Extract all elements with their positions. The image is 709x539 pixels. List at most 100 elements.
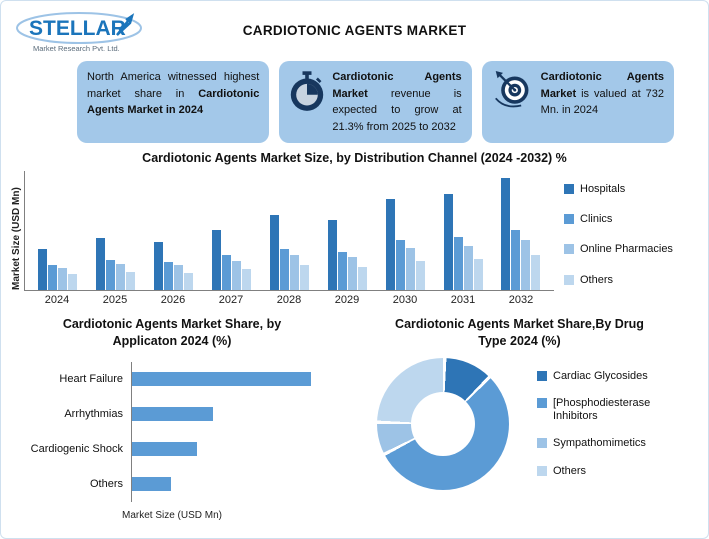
- bar-hospitals-2025: [96, 237, 106, 290]
- x-label-2027: 2027: [218, 294, 244, 306]
- bar-others-2030: [415, 260, 425, 290]
- application-chart-section: Cardiotonic Agents Market Share, by Appl…: [7, 316, 337, 521]
- bar-others-2024: [68, 274, 78, 290]
- bar-hospitals-2029: [327, 220, 337, 290]
- drugtype-chart-title: Cardiotonic Agents Market Share,By Drug …: [395, 317, 644, 348]
- distribution-chart-section: Cardiotonic Agents Market Size, by Distr…: [7, 151, 702, 306]
- legend-label-phosphodiesterase-inhibitors: [Phosphodiesterase Inhibitors: [553, 396, 651, 423]
- bar-others-2029: [357, 267, 367, 290]
- bar-clinics-2031: [453, 236, 463, 290]
- bar-online-pharmacies-2024: [58, 268, 68, 290]
- legend-item-clinics: Clinics: [564, 213, 696, 226]
- bar-group-2032: [501, 171, 541, 290]
- legend-swatch-sympathomimetics: [537, 438, 547, 449]
- highlight-text: North America witnessed highest market s…: [87, 69, 259, 119]
- legend-swatch-others: [537, 465, 547, 476]
- bar-hospitals-2027: [212, 229, 222, 290]
- legend-item-others: Others: [537, 465, 697, 478]
- stopwatch-icon: [289, 71, 325, 119]
- bar-clinics-2026: [164, 261, 174, 290]
- application-x-axis-label: Market Size (USD Mn): [121, 509, 222, 521]
- stellar-logo-graphic: STELLAR Market Research Pvt. Ltd.: [16, 12, 142, 53]
- legend-label-hospitals: Hospitals: [580, 183, 626, 195]
- hbar-heart-failure: [132, 372, 311, 387]
- highlight-text: Cardiotonic Agents Market is valued at 7…: [541, 69, 664, 119]
- legend-swatch-clinics: [564, 214, 574, 225]
- legend-item-cardiac-glycosides: Cardiac Glycosides: [537, 370, 697, 383]
- x-label-2028: 2028: [276, 294, 302, 306]
- bar-others-2032: [531, 255, 541, 290]
- legend-label-clinics: Clinics: [580, 213, 613, 226]
- legend-swatch-online-pharmacies: [564, 244, 574, 255]
- bar-online-pharmacies-2028: [289, 255, 299, 290]
- bar-hospitals-2028: [269, 214, 279, 290]
- hbar-label-cardiogenic-shock: Cardiogenic Shock: [30, 443, 123, 456]
- legend-swatch-hospitals: [564, 184, 574, 194]
- legend-swatch-phosphodiesterase-inhibitors: [537, 397, 547, 408]
- legend-swatch-others: [564, 274, 574, 285]
- highlight-value: Cardiotonic Agents Market is valued at 7…: [481, 61, 674, 143]
- hbar-row-others: Others: [13, 466, 327, 502]
- hbar-cardiogenic-shock: [132, 442, 197, 457]
- bar-group-2030: [385, 171, 425, 290]
- x-label-2029: 2029: [334, 294, 360, 306]
- x-label-2025: 2025: [102, 294, 128, 306]
- distribution-chart-title: Cardiotonic Agents Market Size, by Distr…: [142, 151, 567, 165]
- bar-clinics-2030: [395, 239, 405, 290]
- logo-arrow-icon: [116, 13, 135, 36]
- bar-online-pharmacies-2031: [463, 246, 473, 290]
- highlight-text-bold: Cardiotonic Agents Market: [332, 71, 462, 100]
- header: STELLAR Market Research Pvt. Ltd. CARDIO…: [7, 5, 702, 57]
- bar-hospitals-2026: [154, 241, 164, 290]
- hbar-row-heart-failure: Heart Failure: [13, 361, 327, 397]
- legend-item-phosphodiesterase-inhibitors: [Phosphodiesterase Inhibitors: [537, 397, 697, 423]
- hbar-arrhythmias: [132, 407, 214, 422]
- bar-hospitals-2031: [443, 193, 453, 290]
- drugtype-donut: [377, 357, 509, 490]
- highlight-text-normal: revenue is expected to grow at 21.3% fro…: [332, 87, 462, 133]
- hbar-label-heart-failure: Heart Failure: [59, 373, 123, 386]
- distribution-x-labels: 2024 2025 2026 2027 2028 2029 2030 2031 2032: [24, 291, 554, 306]
- bar-others-2025: [126, 271, 136, 290]
- bar-others-2031: [473, 258, 483, 290]
- legend-label-sympathomimetics: Sympathomimetics: [553, 437, 646, 450]
- bar-clinics-2029: [337, 251, 347, 290]
- logo-ellipse: [16, 12, 142, 44]
- drugtype-chart-section: Cardiotonic Agents Market Share,By Drug …: [337, 316, 702, 521]
- bar-group-2024: [38, 171, 78, 290]
- highlight-growth: Cardiotonic Agents Market revenue is exp…: [279, 61, 472, 143]
- hbar-track-heart-failure: [131, 361, 327, 397]
- distribution-bars: [24, 171, 554, 291]
- highlight-text-normal: is valued at 732 Mn. in 2024: [540, 87, 664, 117]
- legend-label-others: Others: [580, 273, 614, 286]
- bar-clinics-2024: [48, 265, 58, 290]
- legend-item-others: Others: [564, 274, 696, 287]
- bar-others-2026: [184, 272, 194, 290]
- bottom-charts: Cardiotonic Agents Market Share, by Appl…: [7, 316, 702, 521]
- hbar-label-arrhythmias: Arrhythmias: [64, 408, 123, 421]
- x-label-2032: 2032: [508, 294, 534, 306]
- stellar-logo: STELLAR Market Research Pvt. Ltd.: [13, 7, 173, 59]
- legend-label-others: Others: [553, 464, 587, 477]
- bar-clinics-2032: [511, 229, 521, 290]
- highlight-text: Cardiotonic Agents Market revenue is exp…: [332, 69, 461, 135]
- x-label-2026: 2026: [160, 294, 186, 306]
- bar-group-2027: [212, 171, 252, 290]
- bar-online-pharmacies-2032: [521, 239, 531, 290]
- legend-swatch-cardiac-glycosides: [537, 370, 547, 381]
- bar-group-2025: [96, 171, 136, 290]
- bar-clinics-2027: [222, 255, 232, 290]
- highlight-boxes: North America witnessed highest market s…: [77, 61, 674, 143]
- highlight-text-normal: North America witnessed highest market s…: [87, 71, 260, 100]
- bar-group-2031: [443, 171, 483, 290]
- logo-text: STELLAR: [29, 17, 126, 40]
- hbar-row-arrhythmias: Arrhythmias: [13, 396, 327, 432]
- drugtype-legend: Cardiac Glycosides [Phosphodiesterase Inh…: [527, 370, 697, 478]
- bar-online-pharmacies-2025: [116, 264, 126, 290]
- bar-online-pharmacies-2030: [405, 247, 415, 290]
- legend-label-cardiac-glycosides: Cardiac Glycosides: [553, 369, 648, 382]
- distribution-plot: 2024 2025 2026 2027 2028 2029 2030 2031 2032: [24, 171, 554, 306]
- hbar-label-others: Others: [89, 478, 123, 491]
- x-label-2031: 2031: [450, 294, 476, 306]
- logo-subtitle: Market Research Pvt. Ltd.: [33, 44, 120, 53]
